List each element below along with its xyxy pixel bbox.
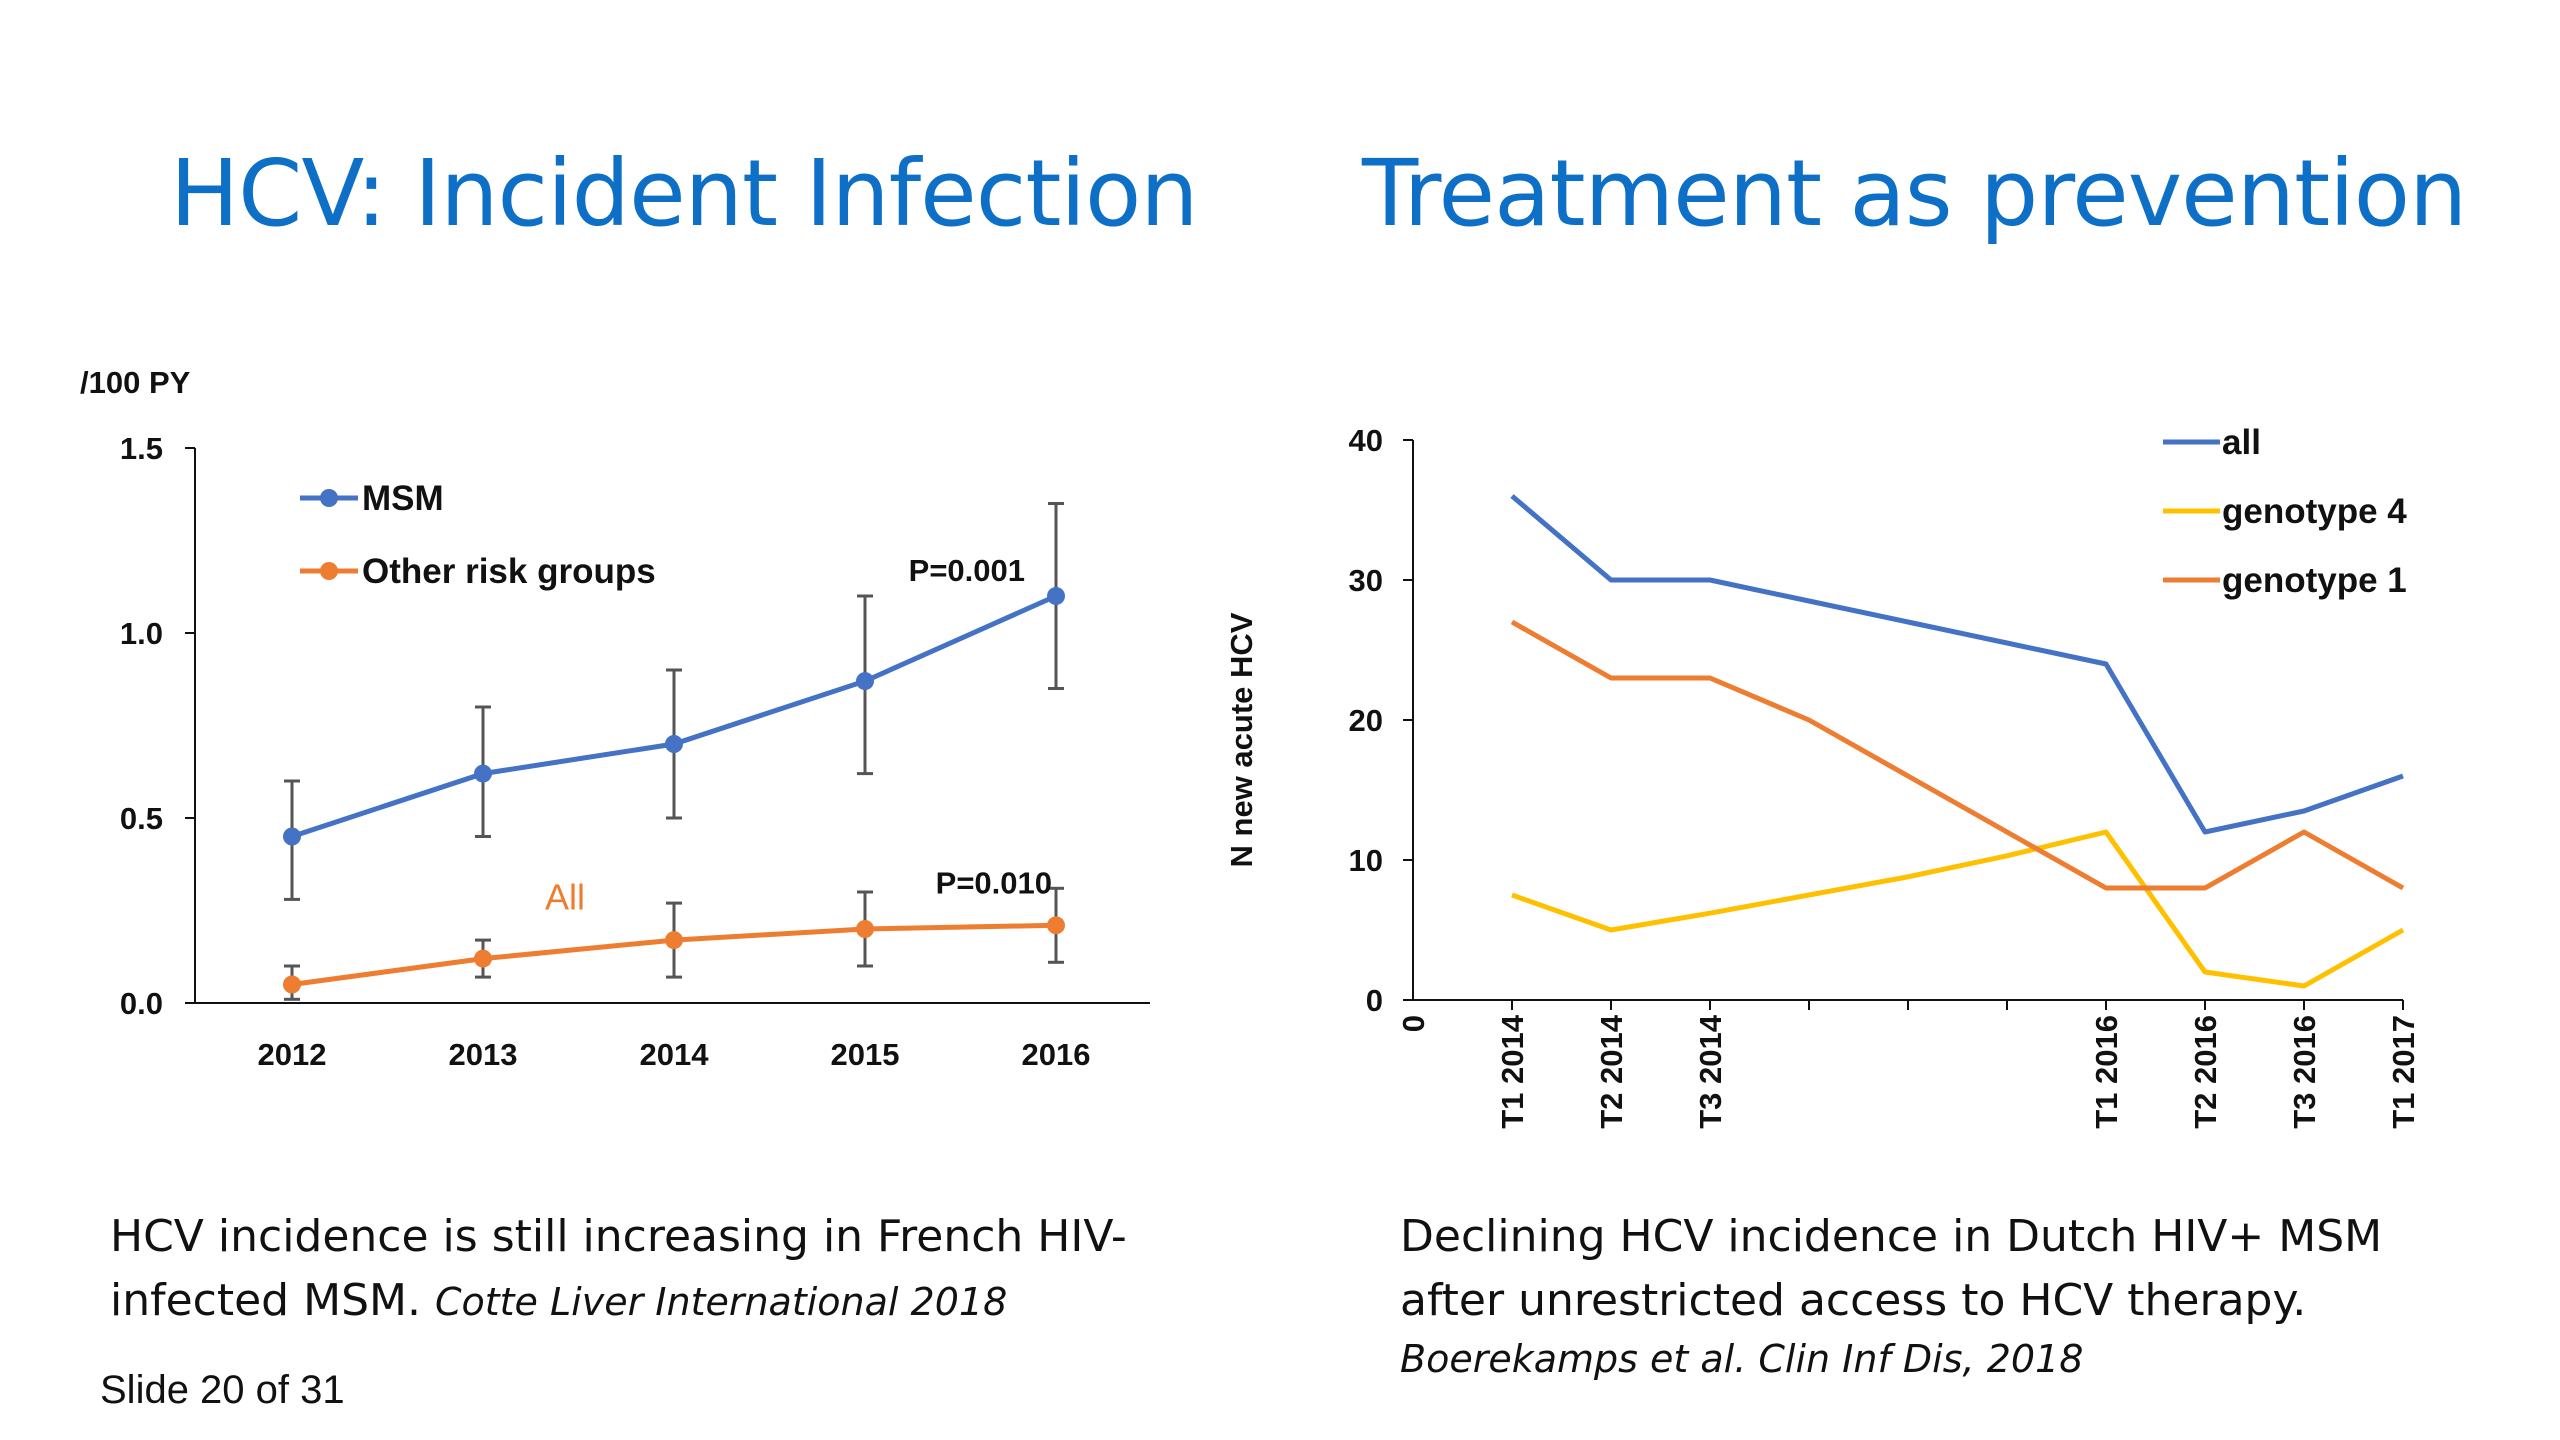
data-point-msm xyxy=(856,672,874,691)
p-value-other: P=0.010 xyxy=(936,865,1052,900)
caption-left-citation: Cotte Liver International 2018 xyxy=(434,1280,1008,1324)
caption-right-citation: Boerekamps et al. Clin Inf Dis, 2018 xyxy=(1400,1337,2084,1381)
x-tick-label: T2 2014 xyxy=(1594,1014,1629,1129)
y-tick-label: 0.5 xyxy=(120,801,163,836)
legend-marker-other-risk-groups xyxy=(320,562,338,580)
legend-label-genotype-4: genotype 4 xyxy=(2222,492,2407,531)
slide-title-right: Treatment as prevention xyxy=(1362,140,2467,247)
y-tick-label: 1.5 xyxy=(120,431,163,466)
slide-title-left: HCV: Incident Infection xyxy=(170,140,1199,247)
x-tick-label: 2013 xyxy=(449,1037,518,1072)
series-line-genotype-1 xyxy=(1510,619,2405,891)
caption-right: Declining HCV incidence in Dutch HIV+ MS… xyxy=(1400,1205,2500,1385)
series-line-genotype-4 xyxy=(1511,829,2405,989)
y-tick-label: 20 xyxy=(1349,703,1383,738)
x-tick-label: T1 2017 xyxy=(2386,1015,2421,1129)
caption-right-text: Declining HCV incidence in Dutch HIV+ MS… xyxy=(1400,1211,2383,1326)
y-tick-label: 10 xyxy=(1349,843,1383,878)
y-tick-label: 30 xyxy=(1349,563,1383,598)
data-point-msm xyxy=(1047,587,1065,605)
legend-label-msm: MSM xyxy=(362,479,444,518)
data-point-other-risk-groups xyxy=(283,975,301,994)
x-tick-label: T3 2014 xyxy=(1693,1014,1728,1129)
x-tick-label: T3 2016 xyxy=(2287,1015,2322,1129)
legend-label-all: all xyxy=(2222,423,2261,462)
data-point-other-risk-groups xyxy=(665,931,683,950)
data-point-other-risk-groups xyxy=(1047,916,1065,935)
y-axis-unit-label: /100 PY xyxy=(80,365,191,400)
x-tick-label: T2 2016 xyxy=(2188,1015,2223,1129)
x-origin-label: 0 xyxy=(1396,1015,1431,1032)
p-value-msm: P=0.001 xyxy=(909,553,1025,588)
x-tick-label: T1 2016 xyxy=(2089,1015,2124,1129)
y-tick-label: 1.0 xyxy=(120,616,163,651)
y-axis-title: N new acute HCV xyxy=(1224,612,1259,867)
y-tick-label: 0 xyxy=(1366,983,1383,1018)
caption-left-text: HCV incidence is still increasing in Fre… xyxy=(110,1211,1127,1326)
slide-counter: Slide 20 of 31 xyxy=(100,1368,345,1412)
chart-acute-hcv-counts: 0 10 20 30 40 N new acute HCV 0 T1 2014 T2 2014 T… xyxy=(1224,423,2421,1129)
x-tick-label: 2016 xyxy=(1022,1037,1091,1072)
x-tick-label: 2014 xyxy=(640,1037,710,1072)
data-point-msm xyxy=(665,735,683,753)
x-tick-label: 2012 xyxy=(258,1037,327,1072)
y-tick-label: 0.0 xyxy=(120,986,163,1021)
legend-label-other-risk-groups: Other risk groups xyxy=(362,552,656,591)
data-point-other-risk-groups xyxy=(856,920,874,938)
data-point-msm xyxy=(474,764,492,783)
legend-marker-msm xyxy=(320,489,338,507)
annotation-all: All xyxy=(545,876,585,917)
x-tick-label: 2015 xyxy=(831,1037,900,1072)
data-point-msm xyxy=(283,827,301,846)
chart-hcv-incidence: /100 PY 0.0 0.5 1.0 1.5 2012 2013 2014 2015 2016 M… xyxy=(80,365,1150,1072)
legend-label-genotype-1: genotype 1 xyxy=(2222,561,2407,600)
data-point-other-risk-groups xyxy=(474,949,492,968)
series-line-all xyxy=(1510,494,2404,835)
y-tick-label: 40 xyxy=(1349,423,1383,458)
caption-left: HCV incidence is still increasing in Fre… xyxy=(110,1205,1210,1334)
x-tick-label: T1 2014 xyxy=(1495,1014,1530,1129)
